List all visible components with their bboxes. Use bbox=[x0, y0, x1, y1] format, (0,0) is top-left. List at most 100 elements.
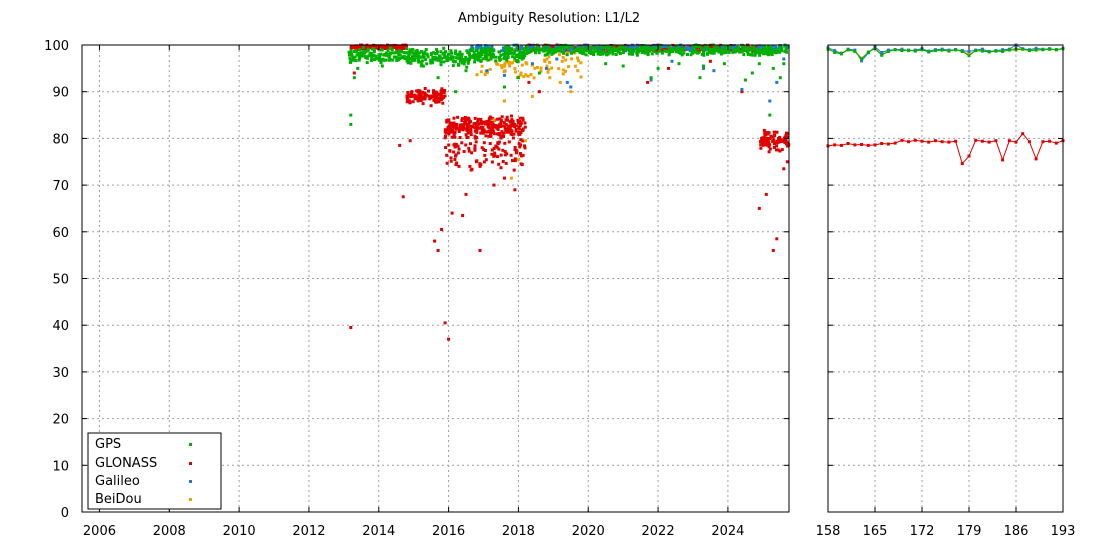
data-point bbox=[476, 117, 480, 121]
data-point bbox=[768, 113, 772, 117]
data-point bbox=[767, 44, 771, 48]
data-point bbox=[586, 46, 589, 50]
data-point bbox=[638, 44, 642, 48]
data-point bbox=[548, 47, 552, 51]
data-point bbox=[519, 152, 522, 156]
data-point bbox=[484, 134, 488, 138]
data-point bbox=[667, 53, 671, 57]
side-series-gps bbox=[826, 47, 1065, 61]
data-point bbox=[495, 62, 499, 66]
data-point bbox=[464, 133, 468, 137]
data-point bbox=[557, 67, 561, 71]
data-point bbox=[709, 47, 713, 51]
data-point bbox=[418, 51, 422, 55]
data-point bbox=[646, 53, 650, 57]
data-point bbox=[592, 50, 596, 54]
data-point bbox=[614, 53, 618, 56]
data-point bbox=[782, 57, 786, 61]
data-point bbox=[736, 46, 740, 50]
data-point bbox=[443, 54, 446, 58]
data-point bbox=[461, 124, 465, 128]
data-point bbox=[390, 48, 394, 52]
data-point bbox=[762, 49, 766, 53]
data-point bbox=[498, 58, 502, 62]
data-point bbox=[655, 51, 659, 55]
data-point bbox=[372, 47, 376, 51]
data-point bbox=[489, 55, 493, 59]
data-point bbox=[753, 53, 757, 57]
data-point bbox=[468, 55, 472, 58]
data-point bbox=[434, 57, 438, 61]
data-point bbox=[495, 132, 499, 136]
data-point bbox=[450, 135, 454, 139]
data-point bbox=[469, 133, 473, 137]
data-point bbox=[513, 56, 517, 60]
data-point bbox=[570, 57, 574, 61]
data-point bbox=[491, 131, 495, 135]
data-point bbox=[612, 47, 616, 51]
data-point bbox=[752, 47, 756, 51]
data-point bbox=[365, 56, 368, 60]
side-x-ticks: 158 165 172 179 186 193 bbox=[816, 45, 1075, 539]
data-point bbox=[511, 51, 514, 55]
data-point bbox=[775, 144, 779, 148]
data-point bbox=[500, 49, 503, 53]
data-point bbox=[416, 56, 420, 59]
data-point bbox=[649, 78, 653, 82]
data-point bbox=[866, 50, 870, 54]
data-point bbox=[547, 55, 551, 59]
data-point bbox=[588, 49, 592, 53]
data-point bbox=[420, 62, 424, 66]
data-point bbox=[468, 120, 472, 124]
data-point bbox=[436, 58, 440, 62]
data-point bbox=[596, 52, 600, 56]
data-point bbox=[490, 49, 494, 53]
data-point bbox=[767, 140, 771, 144]
data-point bbox=[994, 139, 998, 143]
data-point bbox=[770, 53, 774, 57]
data-point bbox=[720, 52, 723, 56]
data-point bbox=[763, 141, 767, 145]
data-point bbox=[743, 47, 747, 51]
data-point bbox=[508, 64, 512, 68]
data-point bbox=[513, 67, 517, 71]
data-point bbox=[511, 136, 515, 140]
data-point bbox=[475, 73, 479, 77]
data-point bbox=[353, 55, 357, 59]
data-point bbox=[624, 44, 628, 48]
data-point bbox=[500, 130, 504, 134]
data-point bbox=[464, 69, 468, 73]
data-point bbox=[349, 326, 353, 329]
data-point bbox=[702, 51, 706, 55]
legend-marker-galileo bbox=[189, 480, 192, 483]
data-point bbox=[357, 58, 361, 62]
data-point bbox=[513, 188, 517, 192]
data-point bbox=[719, 48, 723, 52]
data-point bbox=[521, 153, 525, 157]
data-point bbox=[974, 138, 978, 142]
data-point bbox=[469, 130, 473, 134]
data-point bbox=[746, 46, 750, 50]
data-point bbox=[473, 53, 477, 57]
data-point bbox=[702, 53, 706, 57]
data-point bbox=[907, 140, 911, 144]
legend-entry-beidou: BeiDou bbox=[95, 492, 192, 507]
data-point bbox=[725, 48, 729, 52]
data-point bbox=[384, 58, 388, 62]
data-point bbox=[686, 47, 690, 51]
data-point bbox=[525, 50, 529, 54]
data-point bbox=[784, 139, 788, 143]
data-point bbox=[604, 62, 608, 66]
data-point bbox=[702, 66, 705, 70]
data-point bbox=[610, 47, 613, 51]
data-point bbox=[411, 100, 415, 104]
data-point bbox=[846, 48, 850, 52]
data-point bbox=[461, 214, 465, 217]
data-point bbox=[650, 52, 654, 56]
data-point bbox=[547, 50, 551, 54]
data-point bbox=[379, 52, 383, 56]
data-point bbox=[440, 94, 444, 98]
data-point bbox=[429, 61, 433, 65]
data-point bbox=[444, 129, 448, 133]
